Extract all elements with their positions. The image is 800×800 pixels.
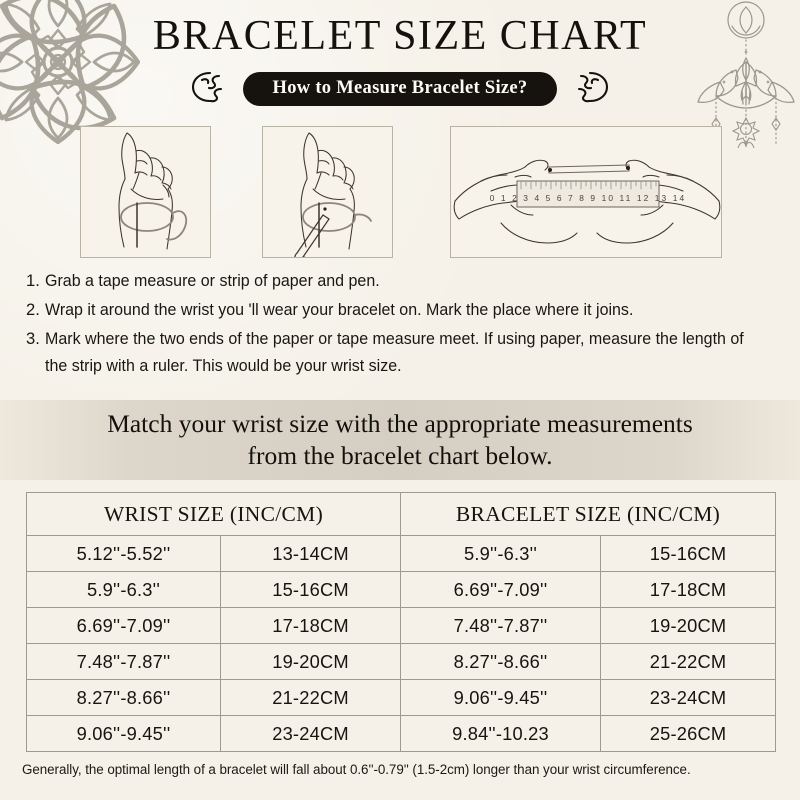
step-text: Grab a tape measure or strip of paper an… <box>45 271 380 290</box>
cell-bracelet-inch: 5.9''-6.3'' <box>400 535 602 572</box>
cell-wrist-cm: 21-22CM <box>219 679 402 716</box>
table-row: 7.48''-7.87'' 19-20CM 8.27''-8.66'' 21-2… <box>26 643 777 680</box>
cell-bracelet-inch: 6.69''-7.09'' <box>400 571 602 608</box>
swirl-flourish-icon <box>189 67 229 112</box>
cell-bracelet-inch: 7.48''-7.87'' <box>400 607 602 644</box>
cell-wrist-inch: 9.06''-9.45'' <box>26 715 221 752</box>
table-row: 9.06''-9.45'' 23-24CM 9.84''-10.23 25-26… <box>26 715 777 752</box>
step-text: Wrap it around the wrist you 'll wear yo… <box>45 299 634 319</box>
cell-wrist-cm: 19-20CM <box>219 643 402 680</box>
list-item: 1. Grab a tape measure or strip of paper… <box>26 268 778 295</box>
measurement-steps-list: 1. Grab a tape measure or strip of paper… <box>26 268 778 382</box>
list-item: 2. Wrap it around the wrist you 'll wear… <box>26 297 778 324</box>
cell-wrist-cm: 23-24CM <box>219 715 402 752</box>
cell-bracelet-cm: 15-16CM <box>600 535 777 572</box>
match-instruction-text: Match your wrist size with the appropria… <box>87 408 713 472</box>
match-line-2: from the bracelet chart below. <box>247 441 553 470</box>
step-number: 3. <box>26 328 40 348</box>
table-row: 5.9''-6.3'' 15-16CM 6.69''-7.09'' 17-18C… <box>26 571 777 608</box>
step-number: 2. <box>26 299 40 319</box>
page-title: BRACELET SIZE CHART <box>152 13 648 59</box>
cell-wrist-cm: 15-16CM <box>219 571 402 608</box>
cell-wrist-inch: 5.12''-5.52'' <box>26 535 221 572</box>
cell-bracelet-cm: 23-24CM <box>600 679 777 716</box>
step-number: 1. <box>26 271 40 290</box>
footer-note: Generally, the optimal length of a brace… <box>22 762 691 777</box>
column-header-wrist-size: WRIST SIZE (INC/CM) <box>25 492 402 536</box>
cell-wrist-cm: 13-14CM <box>219 535 402 572</box>
cell-wrist-cm: 17-18CM <box>219 607 402 644</box>
small-star-mandala-icon <box>731 116 761 146</box>
cell-bracelet-inch: 8.27''-8.66'' <box>400 643 602 680</box>
table-header-row: WRIST SIZE (INC/CM) BRACELET SIZE (INC/C… <box>25 492 777 536</box>
bracelet-size-table: WRIST SIZE (INC/CM) BRACELET SIZE (INC/C… <box>25 492 777 752</box>
table-row: 5.12''-5.52'' 13-14CM 5.9''-6.3'' 15-16C… <box>26 535 777 572</box>
cell-wrist-inch: 6.69''-7.09'' <box>26 607 221 644</box>
step-text: Mark where the two ends of the paper or … <box>45 328 744 375</box>
table-row: 6.69''-7.09'' 17-18CM 7.48''-7.87'' 19-2… <box>26 607 777 644</box>
subtitle-row: How to Measure Bracelet Size? <box>0 68 800 110</box>
match-line-1: Match your wrist size with the appropria… <box>107 409 693 439</box>
cell-bracelet-inch: 9.06''-9.45'' <box>400 679 602 716</box>
subtitle-badge: How to Measure Bracelet Size? <box>242 71 558 107</box>
cell-wrist-inch: 8.27''-8.66'' <box>26 679 221 716</box>
cell-bracelet-inch: 9.84''-10.23 <box>400 715 602 752</box>
match-instruction-band: Match your wrist size with the appropria… <box>0 400 800 480</box>
illustration-hand-marking-tape-with-pen <box>262 126 393 258</box>
cell-bracelet-cm: 17-18CM <box>600 571 777 608</box>
cell-bracelet-cm: 21-22CM <box>600 643 777 680</box>
list-item: 3. Mark where the two ends of the paper … <box>26 326 778 380</box>
illustration-hands-measuring-strip-with-ruler: 0 1 2 3 4 5 6 7 8 9 10 11 12 13 14 <box>450 126 722 258</box>
cell-wrist-inch: 5.9''-6.3'' <box>26 571 221 608</box>
svg-text:0 1 2 3 4 5 6 7 8 9 10 11 12 1: 0 1 2 3 4 5 6 7 8 9 10 11 12 13 14 <box>490 193 687 203</box>
column-header-bracelet-size: BRACELET SIZE (INC/CM) <box>400 492 777 536</box>
cell-bracelet-cm: 19-20CM <box>600 607 777 644</box>
cell-bracelet-cm: 25-26CM <box>600 715 777 752</box>
illustration-hand-with-tape-loop <box>80 126 211 258</box>
cell-wrist-inch: 7.48''-7.87'' <box>26 643 221 680</box>
table-row: 8.27''-8.66'' 21-22CM 9.06''-9.45'' 23-2… <box>26 679 777 716</box>
swirl-flourish-icon <box>571 67 611 112</box>
